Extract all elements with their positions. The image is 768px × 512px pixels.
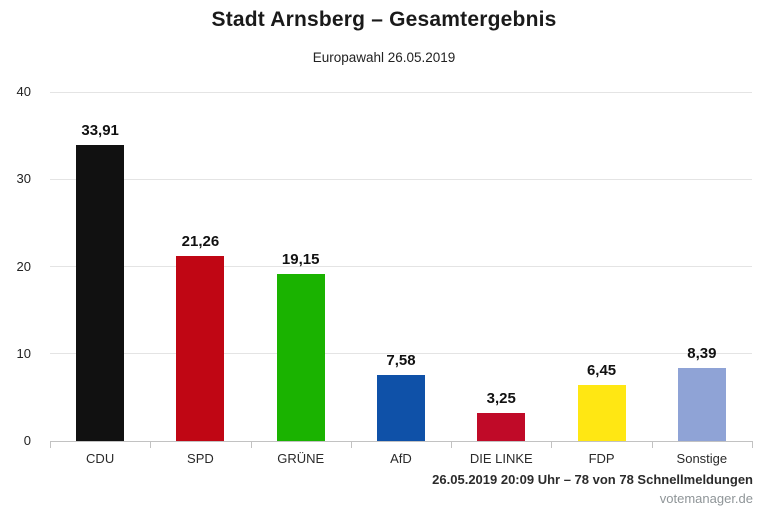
bar [276, 273, 325, 441]
bar-value-label: 8,39 [687, 344, 717, 362]
bar [577, 384, 626, 441]
bar [477, 412, 526, 441]
plot-area: 33,91 21,26 19,15 7,58 3,25 6,45 8,39 [50, 91, 752, 442]
bar-value-label: 7,58 [386, 351, 416, 369]
x-tick-label: SPD [187, 451, 214, 466]
gridline [50, 353, 752, 355]
chart-subtitle: Europawahl 26.05.2019 [312, 50, 456, 65]
x-tick [350, 441, 352, 448]
y-tick-label: 0 [23, 433, 31, 448]
x-tick [551, 441, 553, 448]
y-tick-label: 20 [16, 258, 31, 274]
bar-value-label: 6,45 [586, 361, 617, 379]
report-status: 26.05.2019 20:09 Uhr – 78 von 78 Schnell… [432, 472, 753, 487]
gridline [50, 91, 752, 93]
x-axis-line [50, 441, 752, 442]
bar [677, 367, 726, 441]
x-tick-label: Sonstige [676, 451, 728, 466]
y-tick-label: 40 [16, 84, 31, 99]
x-tick [651, 441, 653, 448]
gridline [50, 178, 752, 180]
bar [176, 255, 225, 441]
y-tick-label: 30 [16, 171, 31, 187]
bar-value-label: 33,91 [81, 122, 119, 140]
x-tick [752, 441, 753, 448]
x-tick [250, 441, 252, 448]
bar-value-label: 19,15 [281, 250, 320, 268]
gridline [50, 266, 752, 267]
x-tick-label: AfD [390, 451, 412, 466]
chart-title: Stadt Arnsberg – Gesamtergebnis [211, 8, 557, 31]
y-tick-label: 10 [16, 345, 31, 361]
bar [76, 145, 125, 441]
x-tick [150, 441, 152, 448]
bar-value-label: 3,25 [486, 389, 516, 407]
bar-value-label: 21,26 [181, 232, 220, 250]
bar [377, 374, 425, 441]
x-tick [451, 441, 453, 448]
x-tick-label: GRÜNE [277, 451, 325, 466]
x-tick-label: FDP [588, 451, 615, 466]
votemanager-watermark: votemanager.de [659, 491, 753, 506]
x-tick [50, 441, 51, 448]
x-tick-label: DIE LINKE [469, 451, 533, 466]
x-tick-label: CDU [86, 451, 115, 466]
